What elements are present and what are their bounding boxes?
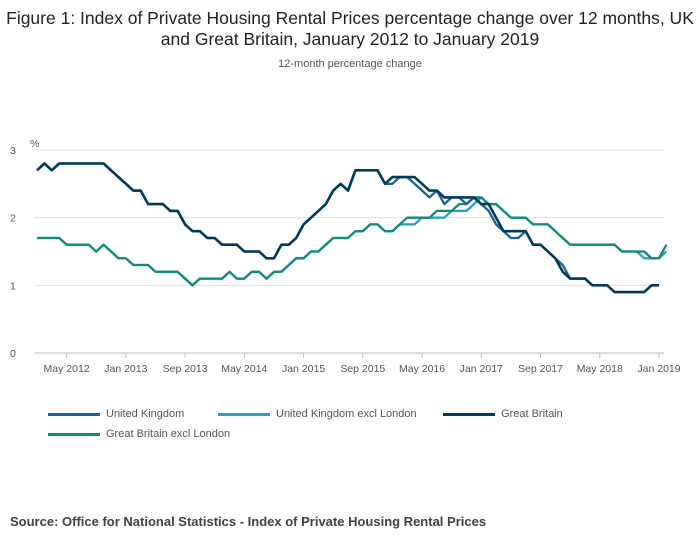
- legend-label: Great Britain excl London: [106, 428, 231, 440]
- legend-label: United Kingdom excl London: [276, 408, 417, 420]
- legend-label: United Kingdom: [106, 408, 185, 420]
- legend-swatch: [48, 432, 100, 436]
- x-tick-label: May 2016: [399, 363, 445, 375]
- x-tick-label: Sep 2015: [340, 363, 385, 375]
- y-axis-ticks: 0 1 2 3: [10, 145, 16, 360]
- x-tick-label: Jan 2013: [104, 363, 147, 375]
- legend-item: Great Britain excl London: [48, 428, 230, 440]
- legend-swatch: [218, 412, 270, 416]
- series-line-great-britain: [36, 162, 659, 294]
- legend-item: Great Britain: [443, 408, 563, 420]
- series-line-united-kingdom-excl-london: [37, 196, 668, 287]
- line-chart: 0 1 2 3 % May 2012 Jan 2013 Sep 2013 May 2014 J…: [10, 138, 681, 375]
- y-tick-label: 0: [10, 348, 16, 360]
- x-tick-label: Sep 2013: [163, 363, 208, 375]
- x-tick-label: Jan 2017: [460, 363, 503, 375]
- y-axis-unit-label: %: [30, 138, 39, 150]
- chart-title: Figure 1: Index of Private Housing Renta…: [6, 8, 694, 49]
- legend-label: Great Britain: [501, 408, 563, 420]
- series-line-great-britain-excl-london: [37, 196, 668, 287]
- legend-swatch: [48, 412, 100, 416]
- legend-item: United Kingdom excl London: [218, 408, 417, 420]
- x-tick-label: Jan 2015: [282, 363, 325, 375]
- chart-subtitle: 12-month percentage change: [278, 58, 422, 70]
- y-tick-label: 2: [10, 213, 16, 225]
- x-tick-label: May 2018: [577, 363, 623, 375]
- gridlines: [34, 149, 664, 354]
- legend-swatch: [443, 412, 495, 416]
- series-lines: [36, 162, 668, 294]
- x-tick-label: Jan 2019: [637, 363, 680, 375]
- y-tick-label: 3: [10, 145, 16, 157]
- x-axis: May 2012 Jan 2013 Sep 2013 May 2014 Jan 2015…: [44, 353, 681, 375]
- x-tick-label: May 2012: [44, 363, 90, 375]
- x-tick-label: May 2014: [221, 363, 267, 375]
- x-tick-label: Sep 2017: [518, 363, 563, 375]
- y-tick-label: 1: [10, 280, 16, 292]
- legend-item: United Kingdom: [48, 408, 184, 420]
- source-note: Source: Office for National Statistics -…: [10, 514, 487, 529]
